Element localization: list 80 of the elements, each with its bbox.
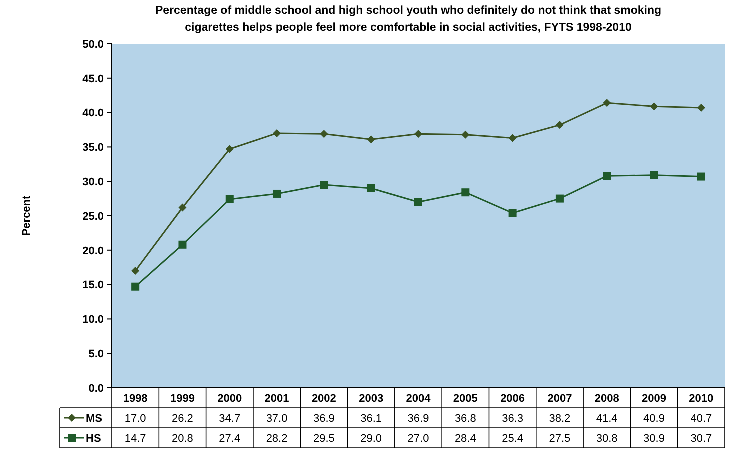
x-tick-label: 2001 <box>264 392 290 405</box>
y-tick-label: 20.0 <box>82 245 104 258</box>
point <box>603 99 612 108</box>
x-tick-label: 2003 <box>359 392 384 405</box>
x-tick-label: 2006 <box>500 392 526 405</box>
point <box>367 184 376 192</box>
point <box>320 130 328 138</box>
data-label: 34.7 <box>219 412 241 425</box>
point <box>178 204 187 212</box>
data-label: 36.1 <box>360 412 382 425</box>
point <box>697 104 706 112</box>
data-label: 30.8 <box>596 432 618 445</box>
data-label: 29.0 <box>360 432 382 445</box>
data-label: 37.0 <box>266 412 288 425</box>
point <box>650 171 658 180</box>
data-label: 38.2 <box>549 412 571 425</box>
legend-label: MS <box>86 412 102 425</box>
point <box>226 145 234 154</box>
y-tick-label: 25.0 <box>82 210 104 223</box>
point <box>462 188 470 197</box>
data-label: 41.4 <box>596 412 618 425</box>
data-label: 27.0 <box>408 432 430 445</box>
x-tick-label: 2004 <box>406 392 432 405</box>
point <box>603 172 612 180</box>
point <box>650 102 658 111</box>
point <box>273 129 282 138</box>
point <box>367 136 376 144</box>
point <box>414 198 422 206</box>
point <box>508 209 517 218</box>
point <box>508 134 517 142</box>
point <box>178 240 187 249</box>
legend-label: HS <box>86 432 102 445</box>
x-tick-label: 1998 <box>123 392 148 405</box>
data-label: 36.8 <box>454 412 476 425</box>
data-label: 26.2 <box>172 412 194 425</box>
x-tick-label: 2007 <box>548 392 572 405</box>
data-label: 28.4 <box>454 432 476 445</box>
x-tick-label: 2002 <box>312 392 336 405</box>
data-label: 36.9 <box>313 412 335 425</box>
data-label: 36.9 <box>408 412 430 425</box>
data-label: 30.9 <box>644 432 665 445</box>
data-label: 17.0 <box>124 412 146 425</box>
point <box>697 172 706 181</box>
x-tick-label: 2008 <box>594 392 620 405</box>
y-tick-label: 35.0 <box>82 142 104 154</box>
x-tick-label: 1999 <box>170 392 195 405</box>
data-label: 28.2 <box>266 432 288 445</box>
x-tick-label: 2010 <box>689 392 714 405</box>
point <box>462 130 470 139</box>
point <box>320 181 328 190</box>
point <box>132 267 140 276</box>
y-tick-label: 5.0 <box>88 348 104 360</box>
data-label: 14.7 <box>124 432 146 445</box>
point <box>556 194 564 203</box>
y-axis-title: Percent <box>21 195 33 236</box>
point <box>273 190 282 198</box>
chart-title: Percentage of middle school and high school youth who definitely do not think that smoking cigarettes helps people feel more comfortable in social activities, FYTS 1998-2010 <box>155 5 662 34</box>
point <box>226 195 234 204</box>
x-tick-label: 2009 <box>642 392 667 405</box>
y-tick-label: 50.0 <box>82 38 104 51</box>
data-label: 27.5 <box>549 432 571 445</box>
data-label: 30.7 <box>690 432 712 445</box>
point <box>132 282 140 291</box>
point <box>414 130 422 138</box>
data-label: 40.7 <box>690 412 712 425</box>
x-tick-label: 2005 <box>453 392 478 405</box>
y-tick-label: 10.0 <box>82 314 104 326</box>
y-tick-label: 45.0 <box>82 73 104 86</box>
y-tick-label: 0.0 <box>88 382 104 395</box>
data-label: 29.5 <box>313 432 335 445</box>
data-label: 36.3 <box>502 412 524 425</box>
y-tick-label: 15.0 <box>82 280 104 292</box>
data-label: 25.4 <box>502 432 524 445</box>
data-label: 27.4 <box>219 432 241 445</box>
data-label: 20.8 <box>172 432 194 445</box>
y-tick-label: 40.0 <box>82 108 104 120</box>
point <box>556 121 564 130</box>
data-label: 40.9 <box>644 412 665 425</box>
y-tick-label: 30.0 <box>82 176 104 188</box>
x-tick-label: 2000 <box>218 392 242 405</box>
